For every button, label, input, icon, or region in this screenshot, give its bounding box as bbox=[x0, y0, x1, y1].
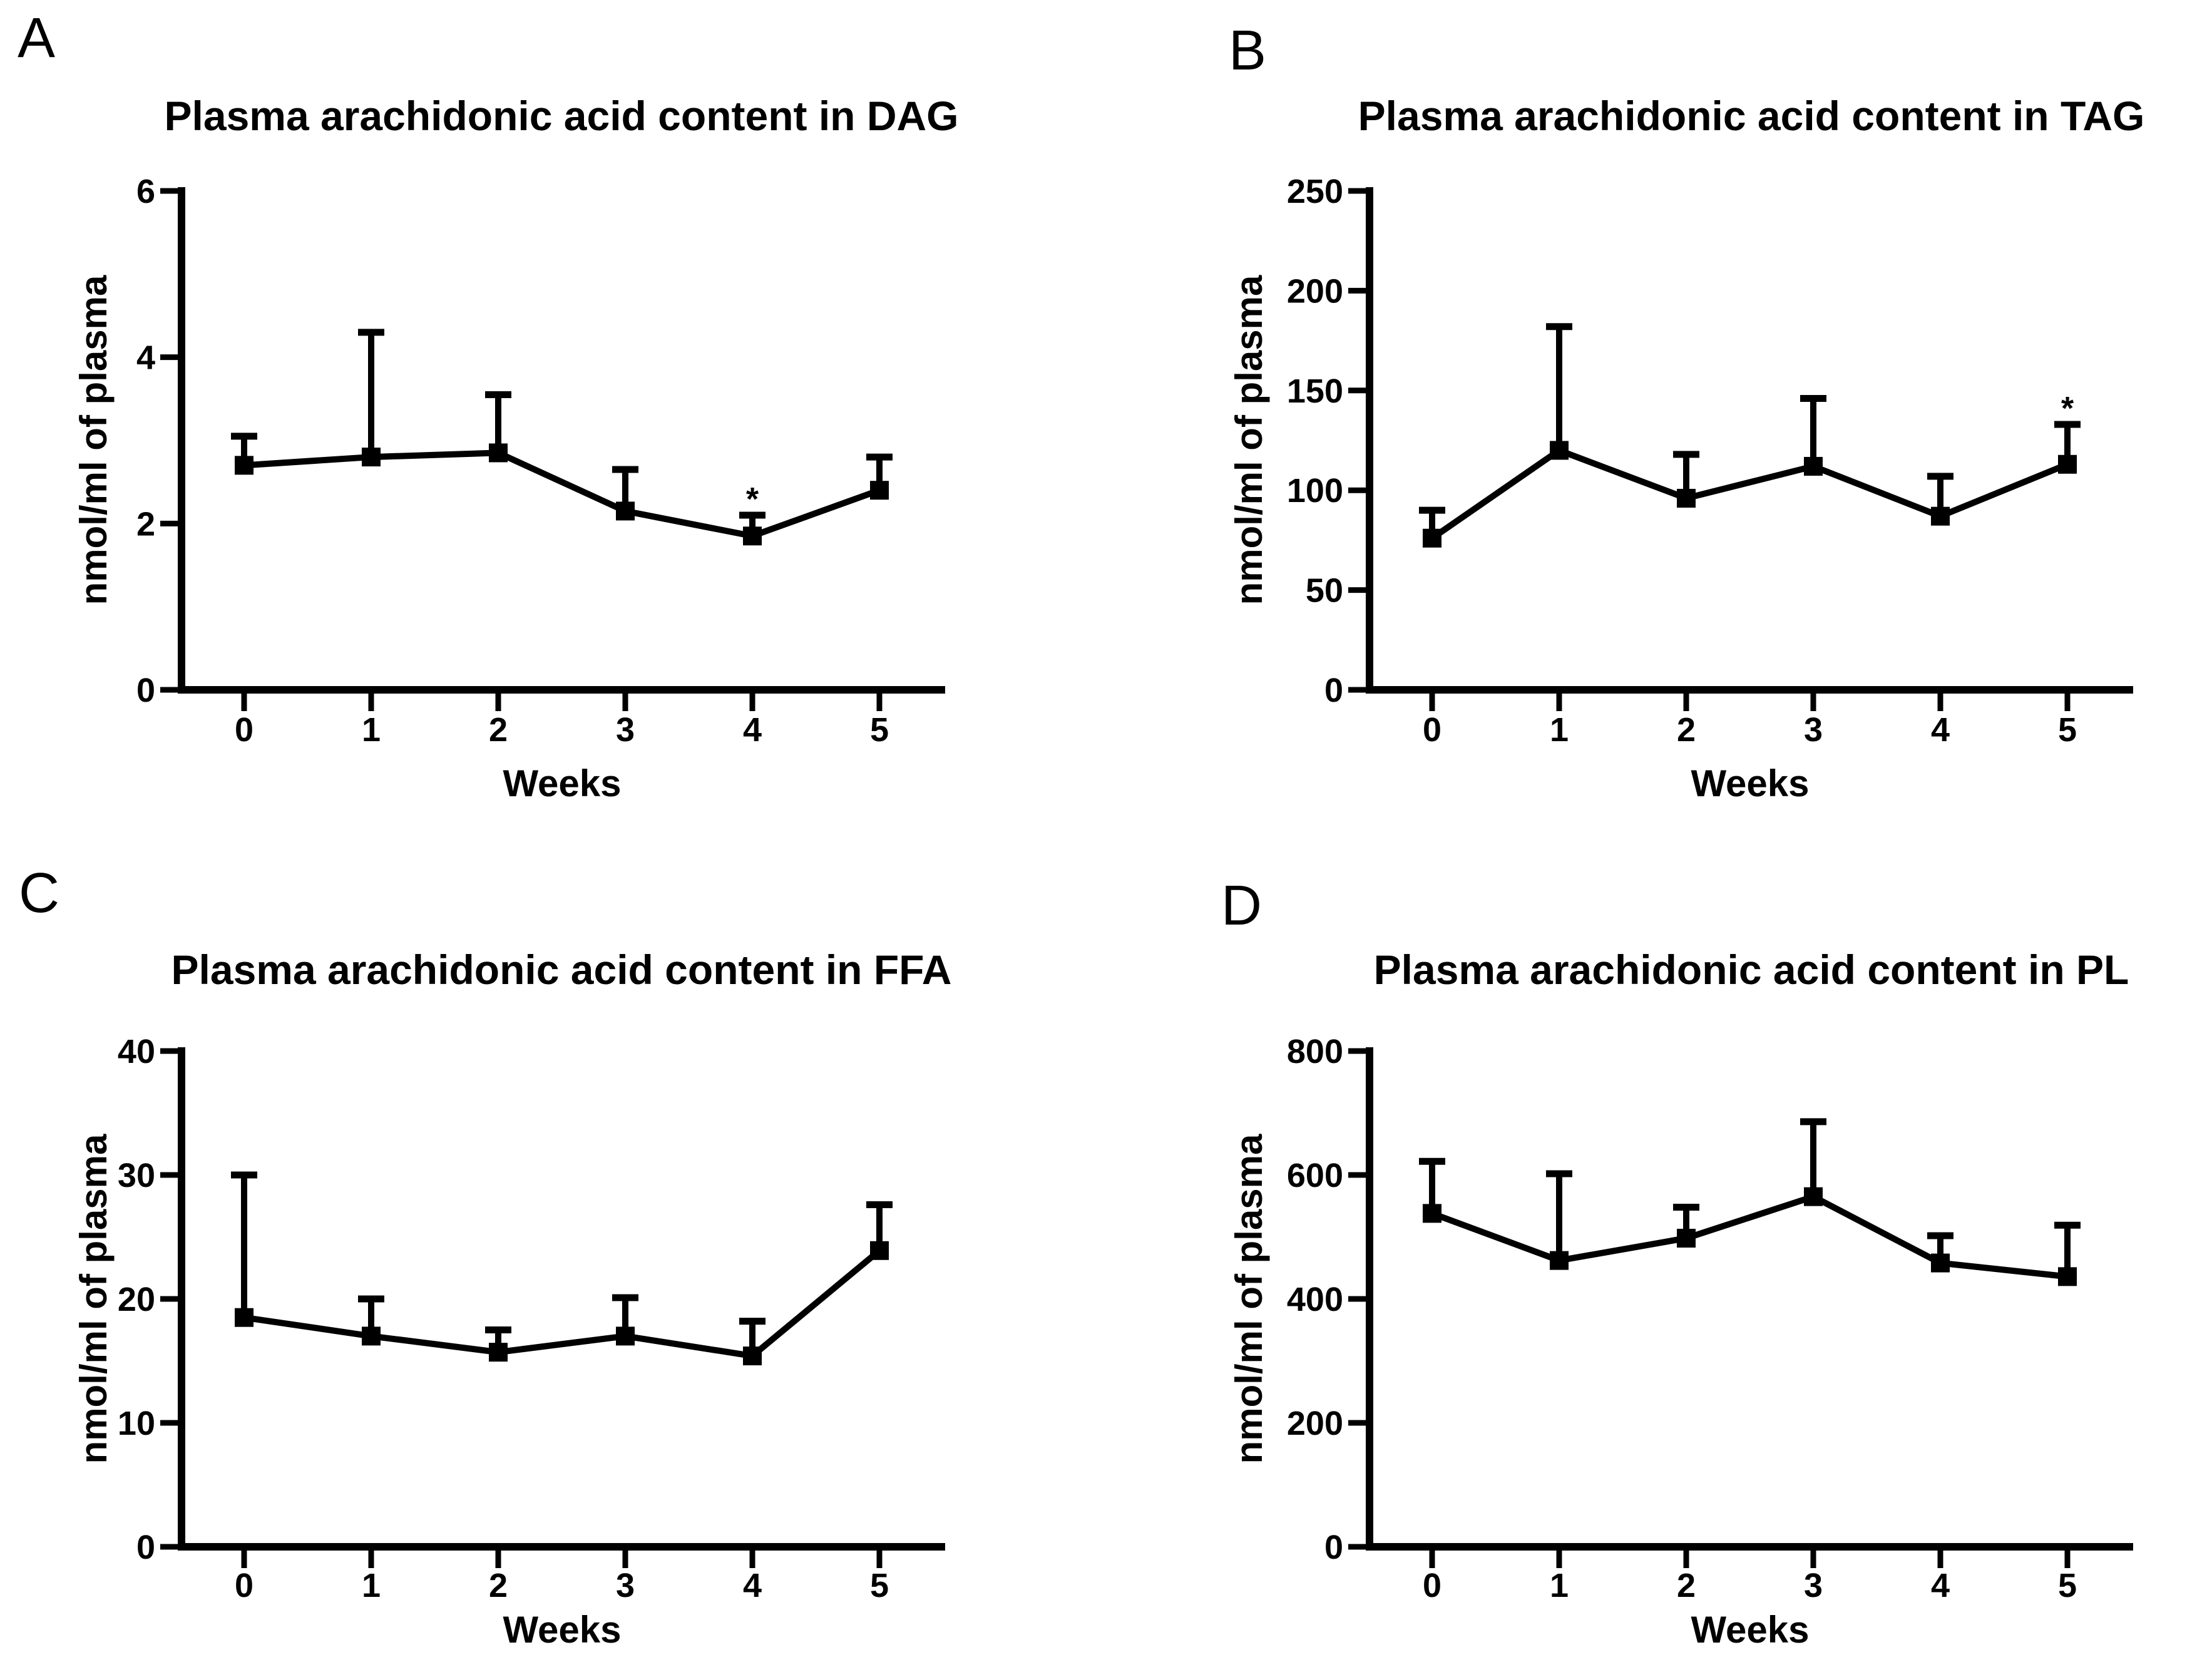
data-line bbox=[243, 449, 881, 540]
x-tick-label: 4 bbox=[1931, 1567, 1950, 1604]
data-point-marker bbox=[1931, 506, 1950, 526]
panel-b-x-axis-title: Weeks bbox=[1691, 762, 1810, 804]
x-tick-label: 4 bbox=[1931, 711, 1950, 749]
panel-d-x-axis-title: Weeks bbox=[1691, 1609, 1810, 1651]
panel-c-title: Plasma arachidonic acid content in FFA bbox=[171, 946, 952, 993]
panel-d-title: Plasma arachidonic acid content in PL bbox=[1373, 946, 2129, 993]
panel-b-title: Plasma arachidonic acid content in TAG bbox=[1358, 93, 2145, 139]
data-point-marker bbox=[870, 481, 889, 500]
x-tick-label: 2 bbox=[489, 1567, 508, 1604]
panel-a-title: Plasma arachidonic acid content in DAG bbox=[164, 93, 959, 139]
panel-a-x-axis-title: Weeks bbox=[503, 762, 622, 804]
y-tick-label: 150 bbox=[1287, 372, 1343, 410]
y-tick-label: 2 bbox=[136, 505, 155, 543]
x-tick-label: 1 bbox=[362, 1567, 381, 1604]
data-point-marker bbox=[2058, 1267, 2077, 1286]
data-point-marker bbox=[1677, 488, 1696, 508]
y-tick-label: 0 bbox=[1324, 1529, 1343, 1566]
panel-d-letter: D bbox=[1221, 874, 1262, 937]
data-point-marker bbox=[235, 456, 253, 475]
y-tick-label: 10 bbox=[118, 1405, 155, 1442]
data-point-marker bbox=[489, 1343, 508, 1362]
x-tick-label: 3 bbox=[616, 711, 635, 749]
x-tick-label: 1 bbox=[362, 711, 381, 749]
panel-c: C Plasma arachidonic acid content in FFA… bbox=[0, 836, 1106, 1672]
panel-d: D Plasma arachidonic acid content in PL … bbox=[1106, 836, 2212, 1672]
y-tick-label: 30 bbox=[118, 1157, 155, 1194]
y-tick-label: 100 bbox=[1287, 472, 1343, 510]
data-point-marker bbox=[1677, 1228, 1696, 1248]
x-tick-label: 5 bbox=[870, 1567, 889, 1604]
y-tick-label: 0 bbox=[136, 672, 155, 709]
data-line bbox=[1430, 446, 2069, 541]
x-tick-label: 2 bbox=[1677, 1567, 1696, 1604]
x-tick-label: 4 bbox=[743, 711, 762, 749]
panel-b-letter: B bbox=[1229, 19, 1267, 82]
x-tick-label: 0 bbox=[1423, 711, 1441, 749]
significance-asterisk: * bbox=[2061, 391, 2074, 427]
y-tick-label: 6 bbox=[136, 173, 155, 210]
significance-asterisk: * bbox=[746, 481, 759, 518]
y-tick-label: 40 bbox=[118, 1033, 155, 1070]
y-tick-label: 0 bbox=[1324, 672, 1343, 709]
data-point-marker bbox=[870, 1241, 889, 1260]
data-point-marker bbox=[1423, 528, 1441, 548]
data-point-marker bbox=[235, 1308, 253, 1327]
x-tick-label: 3 bbox=[1804, 711, 1823, 749]
data-point-marker bbox=[362, 1326, 381, 1346]
y-tick-label: 800 bbox=[1287, 1033, 1343, 1070]
data-point-marker bbox=[1550, 1251, 1569, 1270]
y-tick-label: 200 bbox=[1287, 272, 1343, 310]
data-point-marker bbox=[1804, 1187, 1823, 1206]
y-tick-label: 200 bbox=[1287, 1405, 1343, 1442]
panel-c-letter: C bbox=[19, 862, 59, 925]
x-tick-label: 0 bbox=[1423, 1567, 1441, 1604]
y-tick-label: 250 bbox=[1287, 173, 1343, 210]
panel-d-plot: 0 200 400 600 800 0 1 2 3 4 5 bbox=[1287, 1033, 2133, 1604]
data-point-marker bbox=[362, 448, 381, 467]
panel-a-letter: A bbox=[18, 7, 56, 69]
x-tick-label: 4 bbox=[743, 1567, 762, 1604]
data-point-marker bbox=[1423, 1204, 1441, 1223]
x-tick-label: 0 bbox=[235, 711, 253, 749]
data-point-marker bbox=[489, 443, 508, 463]
data-point-marker bbox=[743, 1346, 762, 1366]
data-line bbox=[243, 1248, 882, 1360]
x-tick-label: 3 bbox=[1804, 1567, 1823, 1604]
data-point-marker bbox=[616, 501, 635, 521]
x-tick-label: 3 bbox=[616, 1567, 635, 1604]
y-tick-label: 4 bbox=[136, 339, 155, 377]
panel-c-x-axis-title: Weeks bbox=[503, 1609, 622, 1651]
x-tick-label: 0 bbox=[235, 1567, 253, 1604]
x-tick-label: 5 bbox=[2058, 711, 2077, 749]
y-tick-label: 50 bbox=[1306, 572, 1343, 610]
x-tick-label: 1 bbox=[1550, 1567, 1569, 1604]
data-point-marker bbox=[1550, 441, 1569, 460]
data-point-marker bbox=[2058, 454, 2077, 474]
data-point-marker bbox=[1931, 1253, 1950, 1273]
panel-a: A Plasma arachidonic acid content in DAG… bbox=[0, 0, 1106, 836]
y-tick-label: 0 bbox=[136, 1529, 155, 1566]
x-tick-label: 5 bbox=[870, 711, 889, 749]
y-tick-label: 600 bbox=[1287, 1157, 1343, 1194]
panel-a-plot: * 0 2 4 6 0 1 2 3 4 5 bbox=[136, 173, 945, 749]
panel-b-plot: * 0 50 100 150 200 250 0 1 2 3 4 5 bbox=[1287, 173, 2133, 749]
data-point-marker bbox=[743, 526, 762, 546]
y-tick-label: 20 bbox=[118, 1281, 155, 1318]
data-point-marker bbox=[1804, 456, 1823, 476]
x-tick-label: 5 bbox=[2058, 1567, 2077, 1604]
x-tick-label: 1 bbox=[1550, 711, 1569, 749]
panel-b: B Plasma arachidonic acid content in TAG… bbox=[1106, 0, 2212, 836]
y-tick-label: 400 bbox=[1287, 1281, 1343, 1318]
panel-c-plot: 0 10 20 30 40 0 1 2 3 4 5 bbox=[118, 1033, 945, 1604]
data-point-marker bbox=[616, 1326, 635, 1346]
x-tick-label: 2 bbox=[489, 711, 508, 749]
data-line bbox=[1431, 1193, 2068, 1280]
x-tick-label: 2 bbox=[1677, 711, 1696, 749]
